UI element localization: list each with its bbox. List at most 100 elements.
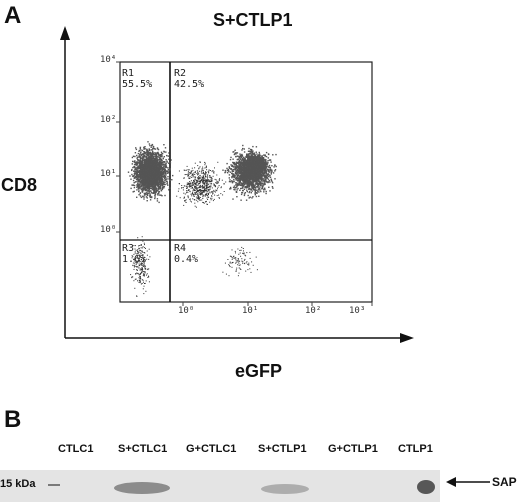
event-dot bbox=[145, 193, 147, 195]
event-dot bbox=[166, 160, 168, 162]
event-dot bbox=[152, 181, 154, 183]
event-dot bbox=[154, 194, 156, 196]
event-dot bbox=[163, 168, 165, 171]
event-dot bbox=[147, 189, 150, 192]
event-dot bbox=[160, 166, 162, 169]
event-dot bbox=[142, 180, 144, 182]
event-dot bbox=[262, 157, 264, 160]
event-dot bbox=[132, 184, 134, 186]
event-dot bbox=[140, 188, 142, 191]
event-dot bbox=[162, 161, 164, 163]
event-dot bbox=[150, 179, 152, 181]
event-dot bbox=[134, 176, 136, 178]
event-dot bbox=[236, 167, 238, 169]
event-dot bbox=[237, 180, 239, 182]
event-dot bbox=[152, 179, 154, 181]
event-dot bbox=[136, 154, 138, 157]
event-dot bbox=[240, 199, 242, 201]
event-dot bbox=[144, 168, 146, 170]
event-dot bbox=[162, 186, 164, 188]
event-dot bbox=[158, 184, 160, 186]
event-dot bbox=[142, 188, 144, 190]
event-dot bbox=[257, 176, 260, 179]
event-dot bbox=[260, 182, 263, 184]
event-dot bbox=[140, 184, 142, 186]
event-dot bbox=[252, 187, 255, 190]
event-dot bbox=[154, 181, 156, 183]
event-dot bbox=[138, 190, 140, 192]
event-dot bbox=[263, 154, 265, 156]
event-dot bbox=[250, 192, 252, 194]
event-dot bbox=[258, 188, 261, 190]
event-dot bbox=[234, 167, 236, 169]
event-dot bbox=[151, 157, 154, 160]
event-dot bbox=[141, 165, 143, 168]
event-dot bbox=[161, 155, 163, 157]
event-dot bbox=[155, 178, 157, 180]
event-dot bbox=[155, 159, 157, 161]
event-dot bbox=[241, 162, 243, 164]
event-dot bbox=[149, 196, 152, 199]
event-dot bbox=[145, 150, 148, 152]
event-dot bbox=[139, 183, 141, 185]
event-dot bbox=[149, 193, 151, 195]
event-dot bbox=[138, 156, 140, 158]
event-dot bbox=[159, 186, 162, 189]
event-dot bbox=[161, 169, 163, 171]
event-dot bbox=[133, 190, 135, 193]
event-dot bbox=[239, 189, 241, 191]
event-dot bbox=[244, 183, 246, 185]
event-dot bbox=[137, 185, 139, 188]
event-dot bbox=[156, 164, 159, 166]
event-dot bbox=[243, 162, 245, 164]
event-dot bbox=[224, 169, 226, 172]
event-dot bbox=[167, 178, 169, 180]
event-dot bbox=[141, 187, 143, 189]
event-dot bbox=[171, 179, 173, 181]
event-dot bbox=[155, 153, 157, 156]
event-dot bbox=[224, 171, 226, 174]
event-dot bbox=[145, 166, 147, 168]
event-dot bbox=[232, 170, 235, 172]
event-dot bbox=[235, 182, 237, 184]
event-dot bbox=[142, 181, 144, 184]
event-dot bbox=[238, 159, 241, 162]
event-dot bbox=[147, 175, 150, 177]
event-dot bbox=[140, 154, 143, 156]
event-dot bbox=[228, 166, 231, 169]
event-dot bbox=[161, 195, 163, 197]
event-dot bbox=[235, 161, 238, 163]
event-dot bbox=[139, 175, 141, 178]
event-dot bbox=[260, 172, 262, 175]
event-dot bbox=[146, 191, 148, 193]
event-dot bbox=[240, 172, 242, 175]
event-dot bbox=[238, 184, 241, 186]
event-dot bbox=[160, 158, 162, 161]
event-dot bbox=[147, 153, 150, 156]
event-dot bbox=[150, 149, 152, 151]
event-dot bbox=[160, 155, 162, 158]
event-dot bbox=[242, 182, 244, 184]
event-dot bbox=[142, 195, 144, 198]
event-dot bbox=[151, 178, 153, 181]
event-dot bbox=[144, 159, 146, 161]
event-dot bbox=[148, 168, 150, 171]
plot-title: S+CTLP1 bbox=[213, 10, 293, 30]
event-dot bbox=[146, 165, 148, 167]
event-dot bbox=[235, 172, 238, 175]
event-dot bbox=[161, 164, 163, 167]
event-dot bbox=[161, 178, 164, 180]
event-dot bbox=[142, 171, 144, 174]
event-dot bbox=[153, 162, 155, 165]
event-dot bbox=[141, 189, 143, 191]
event-dot bbox=[150, 146, 152, 148]
event-dot bbox=[136, 189, 138, 191]
event-dot bbox=[138, 194, 140, 196]
event-dot bbox=[223, 183, 225, 185]
event-dot bbox=[136, 156, 139, 158]
event-dot bbox=[139, 177, 141, 180]
event-dot bbox=[146, 153, 149, 155]
event-dot bbox=[163, 169, 166, 172]
event-dot bbox=[131, 169, 133, 172]
event-dot bbox=[156, 185, 159, 187]
